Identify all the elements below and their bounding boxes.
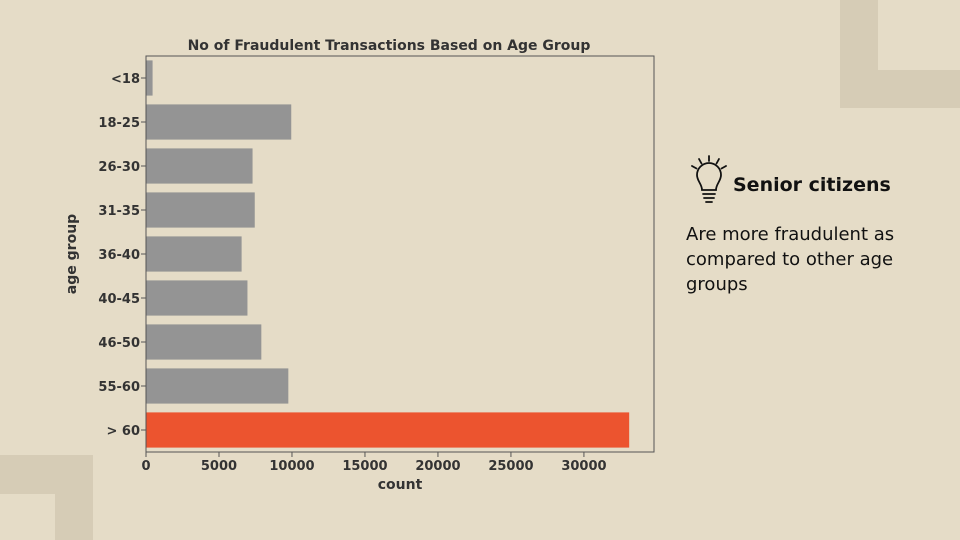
x-tick-label: 30000 — [561, 459, 606, 474]
y-tick-label: 36-40 — [98, 248, 140, 263]
insight-panel: Senior citizens Are more fraudulent as c… — [686, 154, 936, 297]
corner-decoration-top-right-inner — [878, 0, 960, 70]
x-tick-label: 10000 — [269, 459, 314, 474]
y-tick-label: > 60 — [106, 424, 140, 439]
plot-frame — [145, 55, 655, 453]
y-tick-label: <18 — [111, 72, 140, 87]
x-tick-label: 5000 — [201, 459, 237, 474]
insight-text: Are more fraudulent as compared to other… — [686, 224, 895, 295]
y-tick-label: 31-35 — [98, 204, 140, 219]
x-tick-label: 0 — [141, 459, 150, 474]
bar-4 — [146, 236, 242, 272]
x-tick-label: 20000 — [415, 459, 460, 474]
x-axis-label: count — [378, 477, 423, 493]
lightbulb-icon — [691, 155, 727, 203]
y-tick-label: 26-30 — [98, 160, 140, 175]
bar-2 — [146, 148, 253, 184]
bar-7 — [146, 368, 289, 404]
bar-6 — [146, 324, 262, 360]
y-tick-label: 55-60 — [98, 380, 140, 395]
bar-8 — [146, 412, 630, 448]
corner-decoration-bottom-left-inner — [0, 494, 55, 540]
x-tick-label: 15000 — [342, 459, 387, 474]
y-axis-label: age group — [64, 214, 80, 294]
bar-0 — [146, 60, 153, 96]
y-tick-label: 40-45 — [98, 292, 140, 307]
y-tick-label: 46-50 — [98, 336, 140, 351]
bar-3 — [146, 192, 255, 228]
bar-1 — [146, 104, 292, 140]
x-tick-label: 25000 — [488, 459, 533, 474]
insight-title: Senior citizens — [733, 174, 891, 196]
y-tick-label: 18-25 — [98, 116, 140, 131]
chart-title: No of Fraudulent Transactions Based on A… — [188, 38, 591, 54]
bar-5 — [146, 280, 248, 316]
